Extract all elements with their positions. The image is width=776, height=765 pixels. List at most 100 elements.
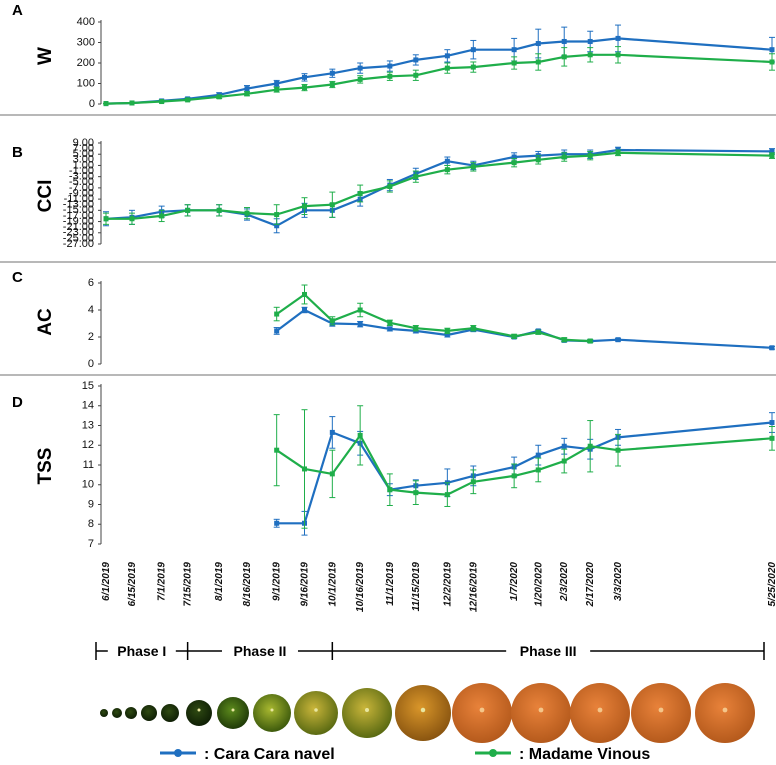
- legend-marker: [174, 749, 182, 757]
- data-point: [129, 100, 135, 106]
- fruit-image: [695, 683, 755, 743]
- data-point: [103, 101, 109, 107]
- phase-label: Phase II: [234, 643, 287, 659]
- data-point: [470, 47, 476, 53]
- data-point: [444, 167, 450, 173]
- y-tick-label: -3.00: [69, 171, 94, 183]
- data-point: [329, 70, 335, 76]
- legend-label: : Cara Cara navel: [204, 746, 335, 763]
- fruit-peel: [217, 697, 249, 729]
- y-tick-label: 1.00: [73, 159, 94, 171]
- data-point: [470, 479, 476, 485]
- panel-label: D: [12, 394, 23, 411]
- x-tick-label: 5/25/2020: [767, 562, 776, 607]
- phase-label-bg: [107, 641, 176, 661]
- legend-item-cara-cara-navel: : Cara Cara navel: [160, 746, 335, 763]
- fruit-peel: [570, 683, 630, 743]
- data-point: [329, 471, 335, 477]
- fruit-image: [217, 697, 249, 729]
- series-line: [276, 308, 773, 349]
- y-tick-label: 6: [88, 277, 94, 289]
- fruit-stem-scar: [538, 707, 544, 713]
- data-point: [535, 467, 541, 473]
- data-point: [535, 157, 541, 163]
- fruit-peel: [125, 707, 137, 719]
- fruit-stem-scar: [365, 708, 369, 712]
- data-point: [357, 432, 363, 438]
- data-point: [244, 91, 250, 97]
- fruit-peel: [395, 685, 451, 741]
- data-point: [357, 191, 363, 196]
- data-point: [129, 216, 135, 222]
- y-tick-label: 13: [82, 419, 94, 431]
- legend-label: : Madame Vinous: [519, 746, 650, 763]
- x-tick-label: 7/1/2019: [157, 562, 168, 601]
- data-point: [470, 164, 476, 170]
- data-point: [329, 429, 335, 435]
- data-point: [444, 53, 450, 59]
- data-point: [444, 332, 450, 338]
- fruit-image: [100, 709, 108, 717]
- data-point: [587, 338, 593, 344]
- fruit-image: [294, 691, 338, 735]
- y-tick-label: 4: [88, 304, 94, 316]
- x-tick-label: 1/20/2020: [533, 562, 544, 607]
- fruit-peel: [695, 683, 755, 743]
- data-point: [561, 337, 567, 343]
- data-point: [103, 216, 109, 222]
- fruit-peel: [100, 709, 108, 717]
- data-point: [302, 74, 308, 80]
- data-point: [387, 320, 393, 326]
- data-point: [444, 65, 450, 71]
- fruit-stem-scar: [722, 707, 728, 713]
- fruit-image: [253, 694, 291, 732]
- fruit-peel: [253, 694, 291, 732]
- data-point: [535, 329, 541, 335]
- fruit-image: [186, 700, 212, 726]
- fruit-peel: [631, 683, 691, 743]
- y-tick-label-minor: 3.00: [73, 154, 94, 166]
- x-tick-label: 11/15/2019: [411, 562, 422, 612]
- data-point: [470, 325, 476, 331]
- x-tick-label: 9/16/2019: [300, 562, 311, 607]
- fruit-stem-scar: [479, 707, 485, 713]
- data-point: [413, 174, 419, 180]
- fruit-strip: [90, 669, 770, 753]
- data-point: [587, 443, 593, 449]
- series-line: [105, 37, 773, 105]
- y-tick-label: 400: [77, 16, 95, 28]
- y-tick-label-minor: -5.00: [69, 176, 94, 188]
- y-tick-label: -23.00: [63, 227, 94, 239]
- data-point: [535, 59, 541, 65]
- data-point: [769, 153, 775, 159]
- phase-label: Phase III: [520, 643, 577, 659]
- fruit-image: [631, 683, 691, 743]
- data-point: [357, 307, 363, 313]
- data-point: [302, 203, 308, 209]
- data-point: [274, 520, 280, 526]
- fruit-image: [452, 683, 512, 743]
- y-tick-label: 100: [77, 77, 95, 89]
- data-point: [511, 154, 517, 160]
- data-point: [769, 59, 775, 65]
- data-point: [216, 94, 222, 100]
- y-tick-label: -7.00: [69, 182, 94, 194]
- data-point: [561, 38, 567, 44]
- data-point: [159, 99, 165, 105]
- y-axis-label: CCI: [35, 180, 56, 213]
- data-point: [615, 150, 621, 156]
- y-tick-label: 9.00: [73, 137, 94, 149]
- data-point: [357, 65, 363, 71]
- y-axis-label: AC: [35, 308, 56, 336]
- y-tick-label-minor: -9.00: [69, 187, 94, 199]
- y-tick-label: 0: [88, 358, 94, 370]
- series-madame-vinous: [103, 149, 775, 225]
- fruit-stem-scar: [597, 707, 603, 713]
- y-tick-label: 12: [82, 439, 94, 451]
- data-point: [357, 76, 363, 82]
- series-madame-vinous: [273, 284, 594, 344]
- data-point: [615, 447, 621, 453]
- data-point: [561, 154, 567, 160]
- data-point: [511, 47, 517, 53]
